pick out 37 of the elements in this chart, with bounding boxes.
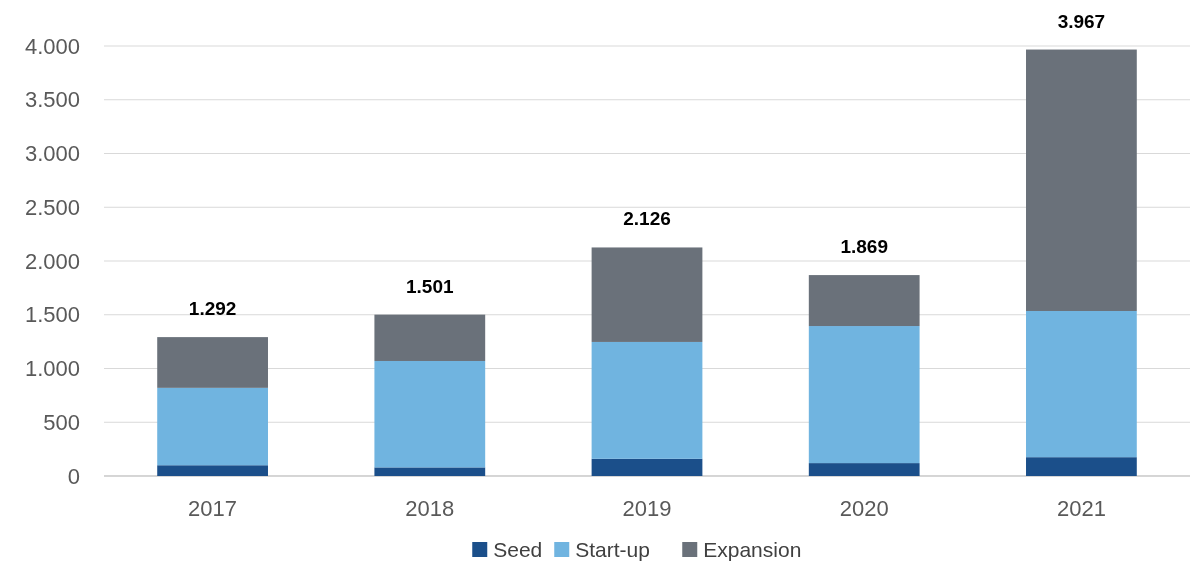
x-tick-label: 2020 — [839, 496, 889, 521]
x-tick-label: 2018 — [405, 496, 455, 521]
y-tick-label: 2.500 — [24, 194, 80, 220]
total-label: 1.501 — [406, 275, 455, 297]
bar — [157, 387, 268, 466]
y-tick-label: 1.500 — [24, 302, 80, 328]
total-label: 2.126 — [623, 208, 671, 230]
bar — [1026, 49, 1137, 311]
bar — [374, 467, 486, 476]
bar — [808, 275, 920, 327]
total-label: 1.869 — [840, 236, 888, 258]
legend-label: Seed — [493, 538, 543, 561]
y-tick-label: 500 — [43, 409, 80, 435]
y-tick-label: 2.000 — [24, 248, 80, 274]
legend-label: Start-up — [575, 538, 650, 561]
x-tick-label: 2019 — [622, 496, 672, 521]
bar — [808, 326, 920, 464]
bar — [157, 337, 268, 388]
legend-label: Expansion — [703, 538, 802, 561]
bar — [374, 360, 486, 468]
total-label: 3.967 — [1057, 10, 1106, 32]
bar — [157, 465, 268, 476]
x-tick-label: 2021 — [1056, 496, 1106, 521]
y-tick-label: 3.500 — [24, 87, 80, 113]
bar — [1026, 457, 1137, 476]
y-tick-label: 0 — [67, 463, 80, 489]
bar — [374, 314, 486, 361]
bar — [591, 458, 703, 476]
bar — [1026, 310, 1137, 458]
bar — [808, 463, 920, 476]
y-tick-label: 1.000 — [24, 356, 80, 382]
y-tick-label: 3.000 — [24, 141, 80, 167]
bar — [591, 247, 703, 342]
bar — [591, 341, 703, 459]
x-tick-label: 2017 — [188, 496, 238, 521]
total-label: 1.292 — [188, 298, 237, 320]
y-tick-label: 4.000 — [24, 33, 80, 59]
